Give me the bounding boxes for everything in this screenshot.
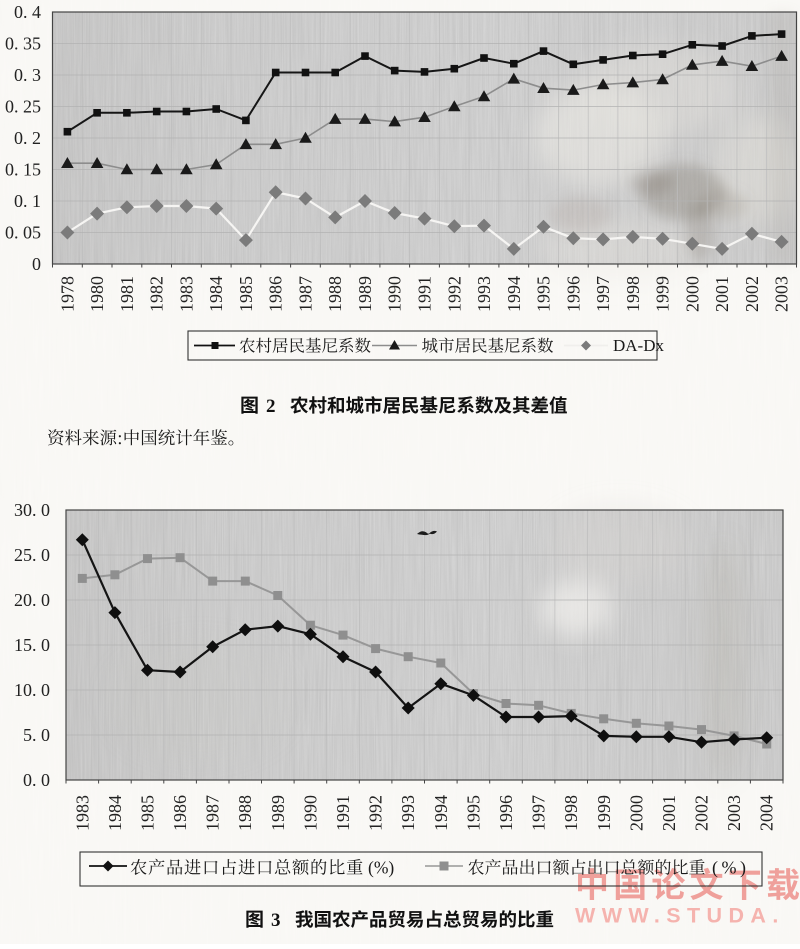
- svg-text:2: 2: [266, 396, 276, 417]
- svg-text:1990: 1990: [300, 795, 320, 831]
- svg-text:2000: 2000: [626, 795, 646, 831]
- svg-text:1996: 1996: [563, 276, 583, 312]
- svg-text:1997: 1997: [529, 795, 549, 831]
- svg-text:0: 0: [32, 254, 41, 274]
- svg-text:1991: 1991: [415, 276, 435, 312]
- svg-text:1995: 1995: [534, 276, 554, 312]
- svg-text:DA-Dx: DA-Dx: [613, 336, 664, 355]
- svg-text:1987: 1987: [296, 276, 316, 312]
- svg-text:0. 05: 0. 05: [5, 223, 41, 243]
- svg-text:1988: 1988: [235, 795, 255, 831]
- svg-text:0. 3: 0. 3: [14, 65, 41, 85]
- svg-text:1992: 1992: [366, 795, 386, 831]
- svg-text:1994: 1994: [431, 795, 451, 831]
- svg-text:1999: 1999: [594, 795, 614, 831]
- svg-text:1985: 1985: [236, 276, 256, 312]
- svg-text:15. 0: 15. 0: [14, 635, 50, 655]
- svg-text:2002: 2002: [692, 795, 712, 831]
- svg-text:2003: 2003: [772, 276, 792, 312]
- svg-text:0. 2: 0. 2: [14, 128, 41, 148]
- svg-text:(%): (%): [368, 858, 394, 878]
- svg-text:1983: 1983: [72, 795, 92, 831]
- svg-text:(%): (%): [712, 858, 749, 879]
- svg-text:1986: 1986: [266, 276, 286, 312]
- svg-text:30. 0: 30. 0: [14, 500, 50, 520]
- svg-text:1983: 1983: [176, 276, 196, 312]
- svg-text:1997: 1997: [593, 276, 613, 312]
- svg-text:1984: 1984: [206, 276, 226, 312]
- svg-text:10. 0: 10. 0: [14, 680, 50, 700]
- svg-text:1988: 1988: [325, 276, 345, 312]
- svg-text:1998: 1998: [561, 795, 581, 831]
- svg-text:1992: 1992: [444, 276, 464, 312]
- svg-text:20. 0: 20. 0: [14, 590, 50, 610]
- svg-text:1996: 1996: [496, 795, 516, 831]
- svg-text:0. 15: 0. 15: [5, 160, 41, 180]
- svg-text:2002: 2002: [742, 276, 762, 312]
- svg-text:1991: 1991: [333, 795, 353, 831]
- svg-text:2003: 2003: [724, 795, 744, 831]
- svg-text:1984: 1984: [105, 795, 125, 831]
- svg-text:0. 1: 0. 1: [14, 191, 41, 211]
- svg-text:1987: 1987: [203, 795, 223, 831]
- svg-text:1989: 1989: [355, 276, 375, 312]
- svg-text:1993: 1993: [474, 276, 494, 312]
- svg-text:0. 0: 0. 0: [23, 770, 50, 790]
- svg-text:0. 25: 0. 25: [5, 97, 41, 117]
- svg-text:25. 0: 25. 0: [14, 545, 50, 565]
- svg-text:1986: 1986: [170, 795, 190, 831]
- svg-text:1981: 1981: [117, 276, 137, 312]
- svg-text:2001: 2001: [659, 795, 679, 831]
- svg-text:2004: 2004: [757, 795, 777, 831]
- svg-text:0. 4: 0. 4: [14, 2, 41, 22]
- svg-text:1985: 1985: [138, 795, 158, 831]
- svg-text:3: 3: [271, 910, 281, 931]
- svg-text:1999: 1999: [653, 276, 673, 312]
- svg-text:0. 35: 0. 35: [5, 34, 41, 54]
- svg-text:2000: 2000: [682, 276, 702, 312]
- svg-text:2001: 2001: [712, 276, 732, 312]
- svg-text:1980: 1980: [87, 276, 107, 312]
- svg-text:1989: 1989: [268, 795, 288, 831]
- svg-text:1994: 1994: [504, 276, 524, 312]
- svg-text:1998: 1998: [623, 276, 643, 312]
- svg-text:1982: 1982: [147, 276, 167, 312]
- svg-text:1993: 1993: [398, 795, 418, 831]
- svg-text:1995: 1995: [463, 795, 483, 831]
- svg-text:1990: 1990: [385, 276, 405, 312]
- svg-text:1978: 1978: [57, 276, 77, 312]
- svg-text:WWW.STUDA.: WWW.STUDA.: [575, 904, 785, 928]
- svg-text:5. 0: 5. 0: [23, 725, 50, 745]
